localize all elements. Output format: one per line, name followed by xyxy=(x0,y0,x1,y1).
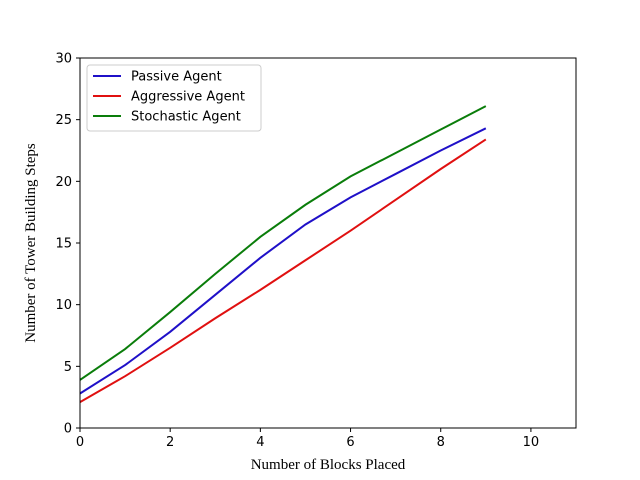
series-layer xyxy=(79,105,487,403)
ticks-layer: 0 2 4 6 8 10 0 5 10 15 20 25 30 xyxy=(55,52,539,451)
y-tick-label: 15 xyxy=(55,237,72,252)
legend: Passive Agent Aggressive Agent Stochastic … xyxy=(86,64,262,132)
y-tick-label: 20 xyxy=(55,175,72,190)
y-tick-label: 0 xyxy=(64,422,72,437)
series-line-0 xyxy=(79,127,487,395)
x-tick-label: 6 xyxy=(346,435,354,450)
x-tick-label: 0 xyxy=(76,435,84,450)
legend-box xyxy=(86,64,262,132)
y-tick-label: 5 xyxy=(64,360,72,375)
series-line-2 xyxy=(79,105,487,381)
legend-label: Aggressive Agent xyxy=(131,90,245,105)
y-tick-label: 25 xyxy=(55,113,72,128)
x-tick-label: 4 xyxy=(256,435,264,450)
series-line-1 xyxy=(79,138,487,403)
y-tick-label: 10 xyxy=(55,298,72,313)
y-axis-title: Number of Tower Building Steps xyxy=(23,143,39,343)
x-tick-label: 2 xyxy=(166,435,174,450)
x-tick-label: 8 xyxy=(437,435,445,450)
x-axis-title: Number of Blocks Placed xyxy=(251,457,406,473)
legend-label: Passive Agent xyxy=(131,70,222,85)
y-tick-label: 30 xyxy=(55,52,72,67)
legend-label: Stochastic Agent xyxy=(131,110,241,125)
x-tick-label: 10 xyxy=(523,435,540,450)
